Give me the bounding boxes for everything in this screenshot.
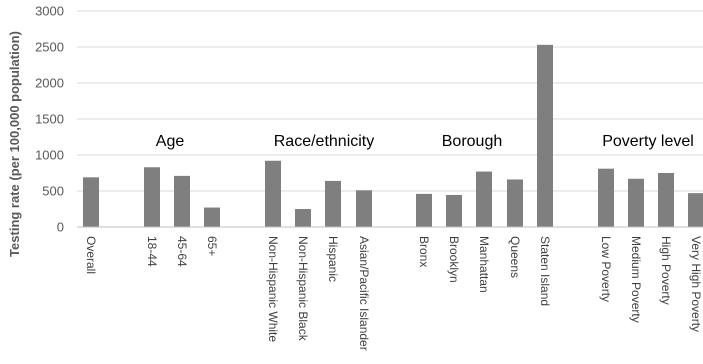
group-label: Borough: [442, 133, 503, 150]
x-category-label: Hispanic: [326, 236, 340, 282]
x-category-label: Manhattan: [477, 236, 491, 293]
bar: [598, 168, 614, 227]
group-labels: Age Race/ethnicity Borough Poverty level: [156, 133, 694, 150]
x-axis-category-labels: Overall 18-44 45-64 65+ Non-Hispanic White No…: [84, 236, 703, 351]
x-category-label: Brooklyn: [447, 236, 461, 283]
bar: [144, 167, 160, 227]
x-category-label: 18-44: [145, 236, 159, 267]
bar: [688, 193, 703, 227]
x-category-label: Non-Hispanic White: [266, 236, 280, 342]
x-category-label: Non-Hispanic Black: [296, 236, 310, 342]
x-category-label: Medium Poverty: [629, 236, 643, 323]
y-tick-label: 1000: [35, 148, 64, 163]
bar: [83, 177, 99, 227]
y-tick-label: 3000: [35, 4, 64, 19]
bar: [356, 190, 372, 227]
bar: [174, 175, 190, 227]
x-category-label: High Poverty: [659, 236, 673, 305]
bar: [507, 179, 523, 227]
y-tick-label: 500: [42, 184, 64, 199]
bar: [658, 173, 674, 227]
x-category-label: 65+: [205, 236, 219, 256]
bar: [204, 207, 220, 227]
x-category-label: Low Poverty: [599, 236, 613, 302]
bar: [295, 209, 311, 227]
x-category-label: Staten Island: [538, 236, 552, 306]
bar: [265, 160, 281, 227]
group-label: Age: [156, 133, 185, 150]
y-tick-label: 1500: [35, 112, 64, 127]
x-category-label: Queens: [508, 236, 522, 278]
bar: [446, 194, 462, 227]
bar: [537, 44, 553, 228]
x-category-label: Asian/Pacific Islander: [357, 236, 371, 351]
bar: [476, 171, 492, 227]
x-category-label: 45-64: [175, 236, 189, 267]
group-label: Poverty level: [602, 133, 694, 150]
y-tick-label: 0: [57, 220, 64, 235]
gridlines: [77, 10, 703, 192]
y-axis-ticks: 0 500 1000 1500 2000 2500 3000: [35, 4, 64, 235]
y-tick-label: 2000: [35, 76, 64, 91]
bar: [628, 178, 644, 227]
y-axis-title: Testing rate (per 100,000 population): [7, 31, 22, 257]
bar: [325, 180, 341, 227]
x-category-label: Overall: [84, 236, 98, 274]
group-label: Race/ethnicity: [274, 133, 375, 150]
y-tick-label: 2500: [35, 40, 64, 55]
bar: [416, 193, 432, 227]
x-category-label: Very High Poverty: [689, 236, 703, 332]
bars: [83, 44, 703, 228]
x-category-label: Bronx: [417, 236, 431, 267]
